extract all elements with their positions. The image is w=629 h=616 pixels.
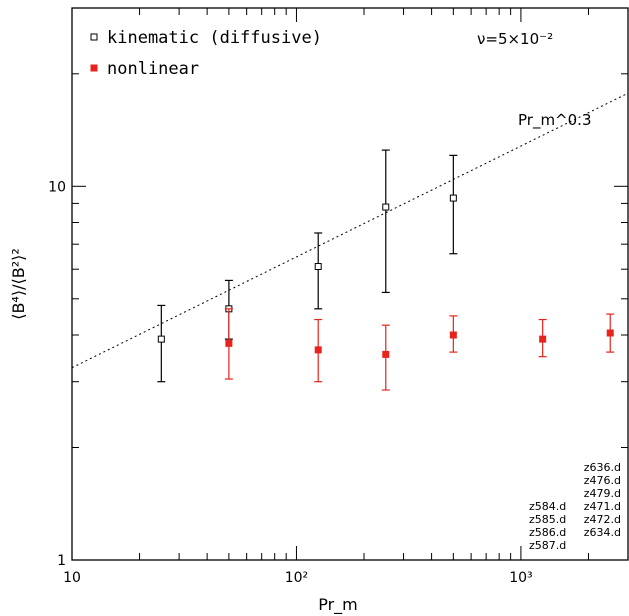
file-label-left: z586.d (529, 526, 566, 539)
kinematic-point (157, 335, 165, 343)
kinematic-point (314, 263, 322, 271)
file-label-right: z471.d (584, 500, 621, 513)
y-tick-label: 1 (57, 553, 66, 569)
x-tick-label: 10³ (509, 570, 532, 586)
legend-label: kinematic (diffusive) (107, 28, 322, 48)
kinematic-point (449, 194, 457, 202)
x-tick-label: 10 (63, 570, 81, 586)
legend-marker (90, 64, 98, 72)
file-label-right: z476.d (584, 474, 621, 487)
legend-marker (90, 33, 98, 41)
nonlinear-point (539, 335, 547, 343)
plot-frame (71, 7, 629, 561)
nonlinear-point (382, 350, 390, 358)
fit-line (71, 92, 629, 369)
file-label-left: z587.d (529, 539, 566, 552)
nu-annotation: ν=5×10⁻² (477, 30, 553, 48)
file-label-right: z479.d (584, 487, 621, 500)
fit-line-layer: Pr_m^0.3 (71, 92, 629, 369)
nonlinear-point (606, 329, 614, 337)
file-label-right: z636.d (584, 461, 621, 474)
file-label-left: z585.d (529, 513, 566, 526)
x-axis-title: Pr_m (318, 595, 358, 615)
series-layer (157, 149, 615, 391)
nonlinear-point (314, 346, 322, 354)
nonlinear-point (225, 339, 233, 347)
legend: kinematic (diffusive) nonlinear ν=5×10⁻² (90, 28, 553, 79)
file-label-right: z634.d (584, 526, 621, 539)
file-label-left: z584.d (529, 500, 566, 513)
legend-label: nonlinear (107, 59, 199, 79)
fit-line-label: Pr_m^0.3 (518, 111, 591, 130)
y-tick-label: 10 (48, 179, 66, 195)
nonlinear-point (449, 331, 457, 339)
x-tick-label: 10² (285, 570, 308, 586)
file-label-right: z472.d (584, 513, 621, 526)
y-axis-title: ⟨B⁴⟩/⟨B²⟩² (9, 248, 28, 320)
kinematic-point (382, 203, 390, 211)
